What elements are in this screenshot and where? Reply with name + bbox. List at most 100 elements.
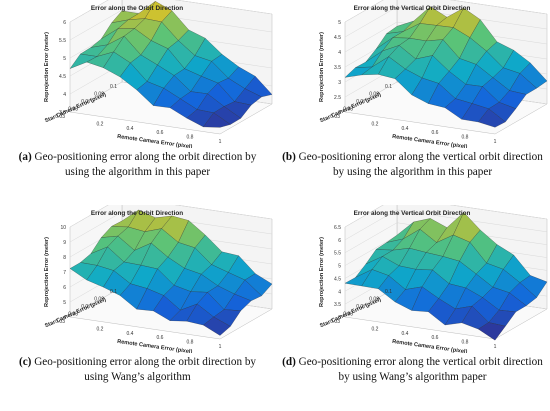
z-tick-label: 3 bbox=[338, 315, 341, 321]
z-grid-line bbox=[344, 222, 398, 253]
z-grid-line bbox=[449, 0, 548, 15]
surface-plot-b: Error along the Vertical Orbit Direction… bbox=[319, 0, 548, 148]
z-grid-line bbox=[344, 6, 398, 38]
y-tick-label: 0.07 bbox=[356, 99, 366, 105]
surface-cell bbox=[478, 108, 506, 128]
z-grid-line bbox=[174, 205, 273, 220]
caption-tag-c: (c) bbox=[18, 356, 32, 368]
z-grid-line bbox=[69, 9, 123, 41]
chart-title: Error along the Vertical Orbit Direction bbox=[354, 5, 471, 12]
z-tick-label: 6 bbox=[338, 238, 341, 244]
x-tick-label: 0.8 bbox=[462, 340, 469, 346]
caption-tag-b: (b) bbox=[282, 151, 296, 163]
y-tick-label: 0.05 bbox=[343, 107, 353, 113]
chart-title: Error along the Orbit Direction bbox=[91, 210, 183, 217]
panel-a: Error along the Orbit Direction 6 5.5 5 4.5 4… bbox=[0, 0, 275, 205]
x-tick-label: 1 bbox=[219, 139, 222, 145]
z-axis-label: Reprojection Error (meter) bbox=[44, 237, 50, 307]
z-grid-line bbox=[344, 81, 398, 113]
x-tick-label: 1 bbox=[494, 139, 497, 145]
x-axis-label: Remote Camera Error (pixel) bbox=[117, 134, 193, 148]
x-tick-label: 0.6 bbox=[157, 335, 164, 341]
caption-tag-d: (d) bbox=[282, 356, 296, 368]
z-grid-line bbox=[344, 21, 398, 53]
caption-text-d: Geo-positioning error along the vertical… bbox=[295, 356, 543, 383]
z-tick-label: 10 bbox=[60, 225, 66, 231]
caption-d: (d) Geo-positioning error along the vert… bbox=[281, 355, 544, 385]
z-grid-line bbox=[69, 205, 109, 228]
y-tick-label: 0.03 bbox=[330, 114, 340, 120]
z-tick-label: 8 bbox=[63, 255, 66, 261]
caption-c: (c) Geo-positioning error along the orbi… bbox=[6, 355, 269, 385]
z-tick-label: 4 bbox=[338, 50, 341, 56]
z-tick-label: 2.5 bbox=[334, 95, 341, 101]
caption-tag-a: (a) bbox=[18, 151, 32, 163]
z-tick-label: 5 bbox=[63, 300, 66, 306]
surface-plot-d: Error along the Vertical Orbit Direction… bbox=[319, 205, 548, 353]
x-tick-label: 0.6 bbox=[432, 335, 439, 341]
y-tick-label: 0.09 bbox=[94, 92, 104, 98]
z-tick-label: 5 bbox=[338, 264, 341, 270]
y-tick-label: 0.09 bbox=[369, 297, 379, 303]
z-tick-label: 3 bbox=[338, 80, 341, 86]
z-tick-label: 5 bbox=[338, 20, 341, 26]
z-tick-label: 4.5 bbox=[334, 35, 341, 41]
z-axis-label: Reprojection Error (meter) bbox=[319, 32, 325, 102]
y-tick-label: 0.1 bbox=[110, 289, 117, 295]
x-tick-label: 0.2 bbox=[372, 326, 379, 332]
z-tick-label: 6.5 bbox=[334, 225, 341, 231]
surface-cell bbox=[202, 112, 231, 128]
z-tick-label: 3.5 bbox=[334, 302, 341, 308]
z-tick-label: 9 bbox=[63, 240, 66, 246]
x-tick-label: 0.2 bbox=[97, 326, 104, 332]
x-tick-label: 0.6 bbox=[157, 130, 164, 136]
caption-text-a: Geo-positioning error along the orbit di… bbox=[31, 151, 257, 178]
z-tick-label: 4.5 bbox=[59, 74, 66, 80]
z-grid-line bbox=[449, 205, 548, 220]
x-axis-label: Remote Camera Error (pixel) bbox=[117, 339, 193, 353]
y-tick-label: 0.05 bbox=[68, 312, 78, 318]
x-tick-label: 0.2 bbox=[97, 121, 104, 127]
x-tick-label: 0.6 bbox=[432, 130, 439, 136]
panel-d: Error along the Vertical Orbit Direction… bbox=[275, 205, 550, 410]
y-tick-label: 0.03 bbox=[330, 319, 340, 325]
y-tick-label: 0.03 bbox=[55, 319, 65, 325]
y-tick-label: 0.05 bbox=[343, 312, 353, 318]
x-axis-label: Remote Camera Error (pixel) bbox=[392, 339, 468, 353]
caption-a: (a) Geo-positioning error along the orbi… bbox=[6, 150, 269, 180]
surface-cell bbox=[202, 316, 231, 336]
y-tick-label: 0.05 bbox=[68, 107, 78, 113]
z-grid-line bbox=[69, 211, 123, 243]
caption-text-c: Geo-positioning error along the orbit di… bbox=[31, 356, 257, 383]
z-grid-line bbox=[69, 0, 109, 23]
z-grid-line bbox=[344, 0, 384, 23]
y-tick-label: 0.1 bbox=[385, 84, 392, 90]
y-tick-label: 0.1 bbox=[110, 84, 117, 90]
z-tick-label: 5.5 bbox=[59, 38, 66, 44]
surface-plot-a: Error along the Orbit Direction 6 5.5 5 4.5 4… bbox=[44, 0, 273, 148]
z-tick-label: 5 bbox=[63, 56, 66, 62]
z-tick-label: 6 bbox=[63, 285, 66, 291]
y-tick-label: 0.09 bbox=[369, 92, 379, 98]
y-tick-label: 0.1 bbox=[385, 289, 392, 295]
z-grid-line bbox=[344, 235, 398, 266]
chart-title: Error along the Orbit Direction bbox=[91, 5, 183, 12]
x-axis-label: Remote Camera Error (pixel) bbox=[392, 134, 468, 148]
x-tick-label: 0.4 bbox=[402, 126, 409, 132]
z-tick-label: 4 bbox=[63, 315, 66, 321]
y-tick-label: 0.07 bbox=[356, 304, 366, 310]
panel-c: Error along the Orbit Direction 10 9 8 7 6 5 4 R… bbox=[0, 205, 275, 410]
x-tick-label: 1 bbox=[494, 344, 497, 350]
x-tick-label: 0.4 bbox=[127, 126, 134, 132]
panel-b: Error along the Vertical Orbit Direction… bbox=[275, 0, 550, 205]
x-tick-label: 0.8 bbox=[187, 135, 194, 141]
z-tick-label: 5.5 bbox=[334, 251, 341, 257]
y-tick-label: 0.03 bbox=[55, 114, 65, 120]
y-tick-label: 0.07 bbox=[81, 304, 91, 310]
z-tick-label: 2 bbox=[338, 110, 341, 116]
z-tick-label: 4.5 bbox=[334, 276, 341, 282]
z-axis-label: Reprojection Error (meter) bbox=[44, 32, 50, 102]
surface-plot-c: Error along the Orbit Direction 10 9 8 7 6 5 4 R… bbox=[44, 205, 273, 353]
x-tick-label: 0.4 bbox=[402, 331, 409, 337]
z-tick-label: 4 bbox=[338, 289, 341, 295]
